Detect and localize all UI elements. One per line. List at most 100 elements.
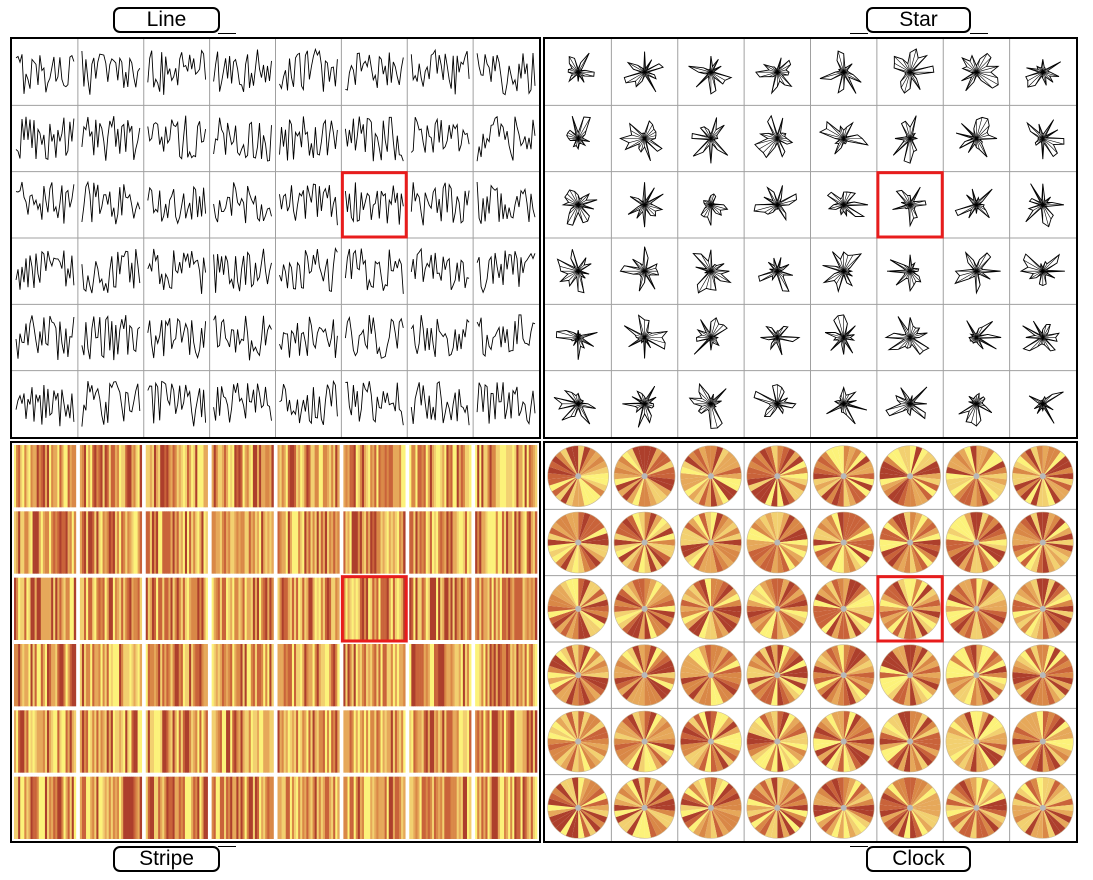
stripe-band	[57, 776, 60, 839]
stripe-band	[479, 644, 482, 707]
stripe-band	[40, 511, 44, 574]
star-spoke	[976, 117, 983, 139]
clock-slice	[1016, 721, 1043, 742]
clock-slice	[560, 542, 579, 571]
clock-slice	[626, 647, 645, 676]
stripe-band	[413, 776, 416, 839]
clock-slice	[910, 741, 923, 772]
clock-slice	[578, 593, 608, 609]
stripe-band	[368, 710, 371, 773]
clock-rim	[1012, 710, 1074, 773]
stripe-band	[296, 644, 299, 707]
stripe-band	[388, 710, 392, 773]
clock-hub	[1039, 738, 1046, 745]
clock-slice	[710, 732, 742, 742]
star-spoke	[1041, 400, 1044, 404]
star-glyph	[688, 382, 727, 429]
clock-slice	[1013, 608, 1043, 625]
star-glyph	[1025, 183, 1064, 228]
clock-slice	[946, 741, 977, 751]
stripe-band	[291, 644, 295, 707]
stripe-band	[304, 445, 307, 508]
stripe-band	[300, 644, 303, 707]
stripe-band	[464, 577, 468, 640]
clock-slice	[897, 675, 911, 706]
clock-slice	[710, 798, 742, 808]
clock-slice	[710, 533, 742, 543]
stripe-band	[343, 710, 346, 773]
clock-slice	[976, 741, 1007, 751]
stripe-band	[390, 511, 394, 574]
clock-slice	[547, 675, 579, 685]
star-spoke	[688, 65, 712, 73]
clock-slice	[887, 716, 911, 742]
stripe-band	[458, 776, 462, 839]
stripe-band	[337, 644, 340, 707]
stripe-band	[411, 644, 414, 707]
clock-slice	[1030, 645, 1043, 676]
clock-slice	[698, 608, 711, 639]
stripe-band	[337, 511, 340, 574]
stripe-band	[119, 577, 122, 640]
stripe-band	[197, 577, 200, 640]
stripe-band	[236, 577, 239, 640]
clock-slice	[879, 741, 911, 751]
clock-slice	[1020, 650, 1043, 676]
stripe-band	[211, 445, 214, 508]
clock-slice	[1042, 807, 1066, 833]
stripe-band	[530, 577, 534, 640]
stripe-band	[417, 644, 420, 707]
stripe-band	[359, 577, 363, 640]
stripe-band	[522, 511, 525, 574]
stripe-band	[92, 776, 95, 839]
clock-slice	[843, 804, 875, 812]
stripe-band	[475, 710, 478, 773]
clock-slice	[560, 608, 579, 637]
star-spoke	[840, 204, 844, 215]
clock-slice	[1036, 542, 1043, 574]
stripe-band	[469, 776, 472, 839]
star-spoke	[709, 198, 712, 205]
clock-slice	[976, 608, 995, 637]
clock-slice	[644, 476, 675, 486]
clock-hub	[707, 605, 714, 612]
clock-slice	[831, 608, 844, 639]
clock-rim	[547, 644, 609, 706]
clock-slice	[578, 675, 591, 706]
stripe-band	[440, 445, 443, 508]
star-glyph	[627, 182, 664, 228]
clock-slice	[1042, 716, 1066, 742]
stripe-band	[526, 445, 530, 508]
clock-rim	[1012, 777, 1074, 839]
clock-slice	[843, 741, 857, 772]
stripe-band	[178, 644, 182, 707]
stripe-band	[446, 644, 449, 707]
stripe-band	[394, 577, 398, 640]
star-spoke	[569, 63, 579, 73]
clock-slice	[777, 779, 796, 808]
clock-slice	[621, 675, 645, 700]
clock-slice	[897, 807, 911, 838]
stripe-band	[86, 511, 89, 574]
clock-slice	[976, 608, 983, 640]
stripe-panel	[10, 441, 541, 843]
stripe-band	[259, 577, 262, 640]
clock-slice	[710, 675, 724, 706]
clock-slice	[976, 472, 1007, 480]
clock-slice	[547, 542, 579, 552]
clock-slice	[883, 675, 911, 696]
clock-slice	[555, 584, 579, 609]
stripe-band	[49, 445, 52, 508]
clock-slice	[958, 608, 977, 637]
clock-slice	[710, 542, 740, 558]
stripe-band	[454, 644, 457, 707]
stripe-band	[485, 445, 488, 508]
clock-slice	[681, 608, 711, 625]
stripe-band	[390, 577, 394, 640]
clock-slice	[837, 542, 844, 574]
clock-slice	[843, 476, 851, 507]
clock-slice	[632, 512, 645, 543]
stripe-band	[464, 776, 468, 839]
stripe-band	[57, 710, 60, 773]
clock-slice	[618, 654, 645, 676]
